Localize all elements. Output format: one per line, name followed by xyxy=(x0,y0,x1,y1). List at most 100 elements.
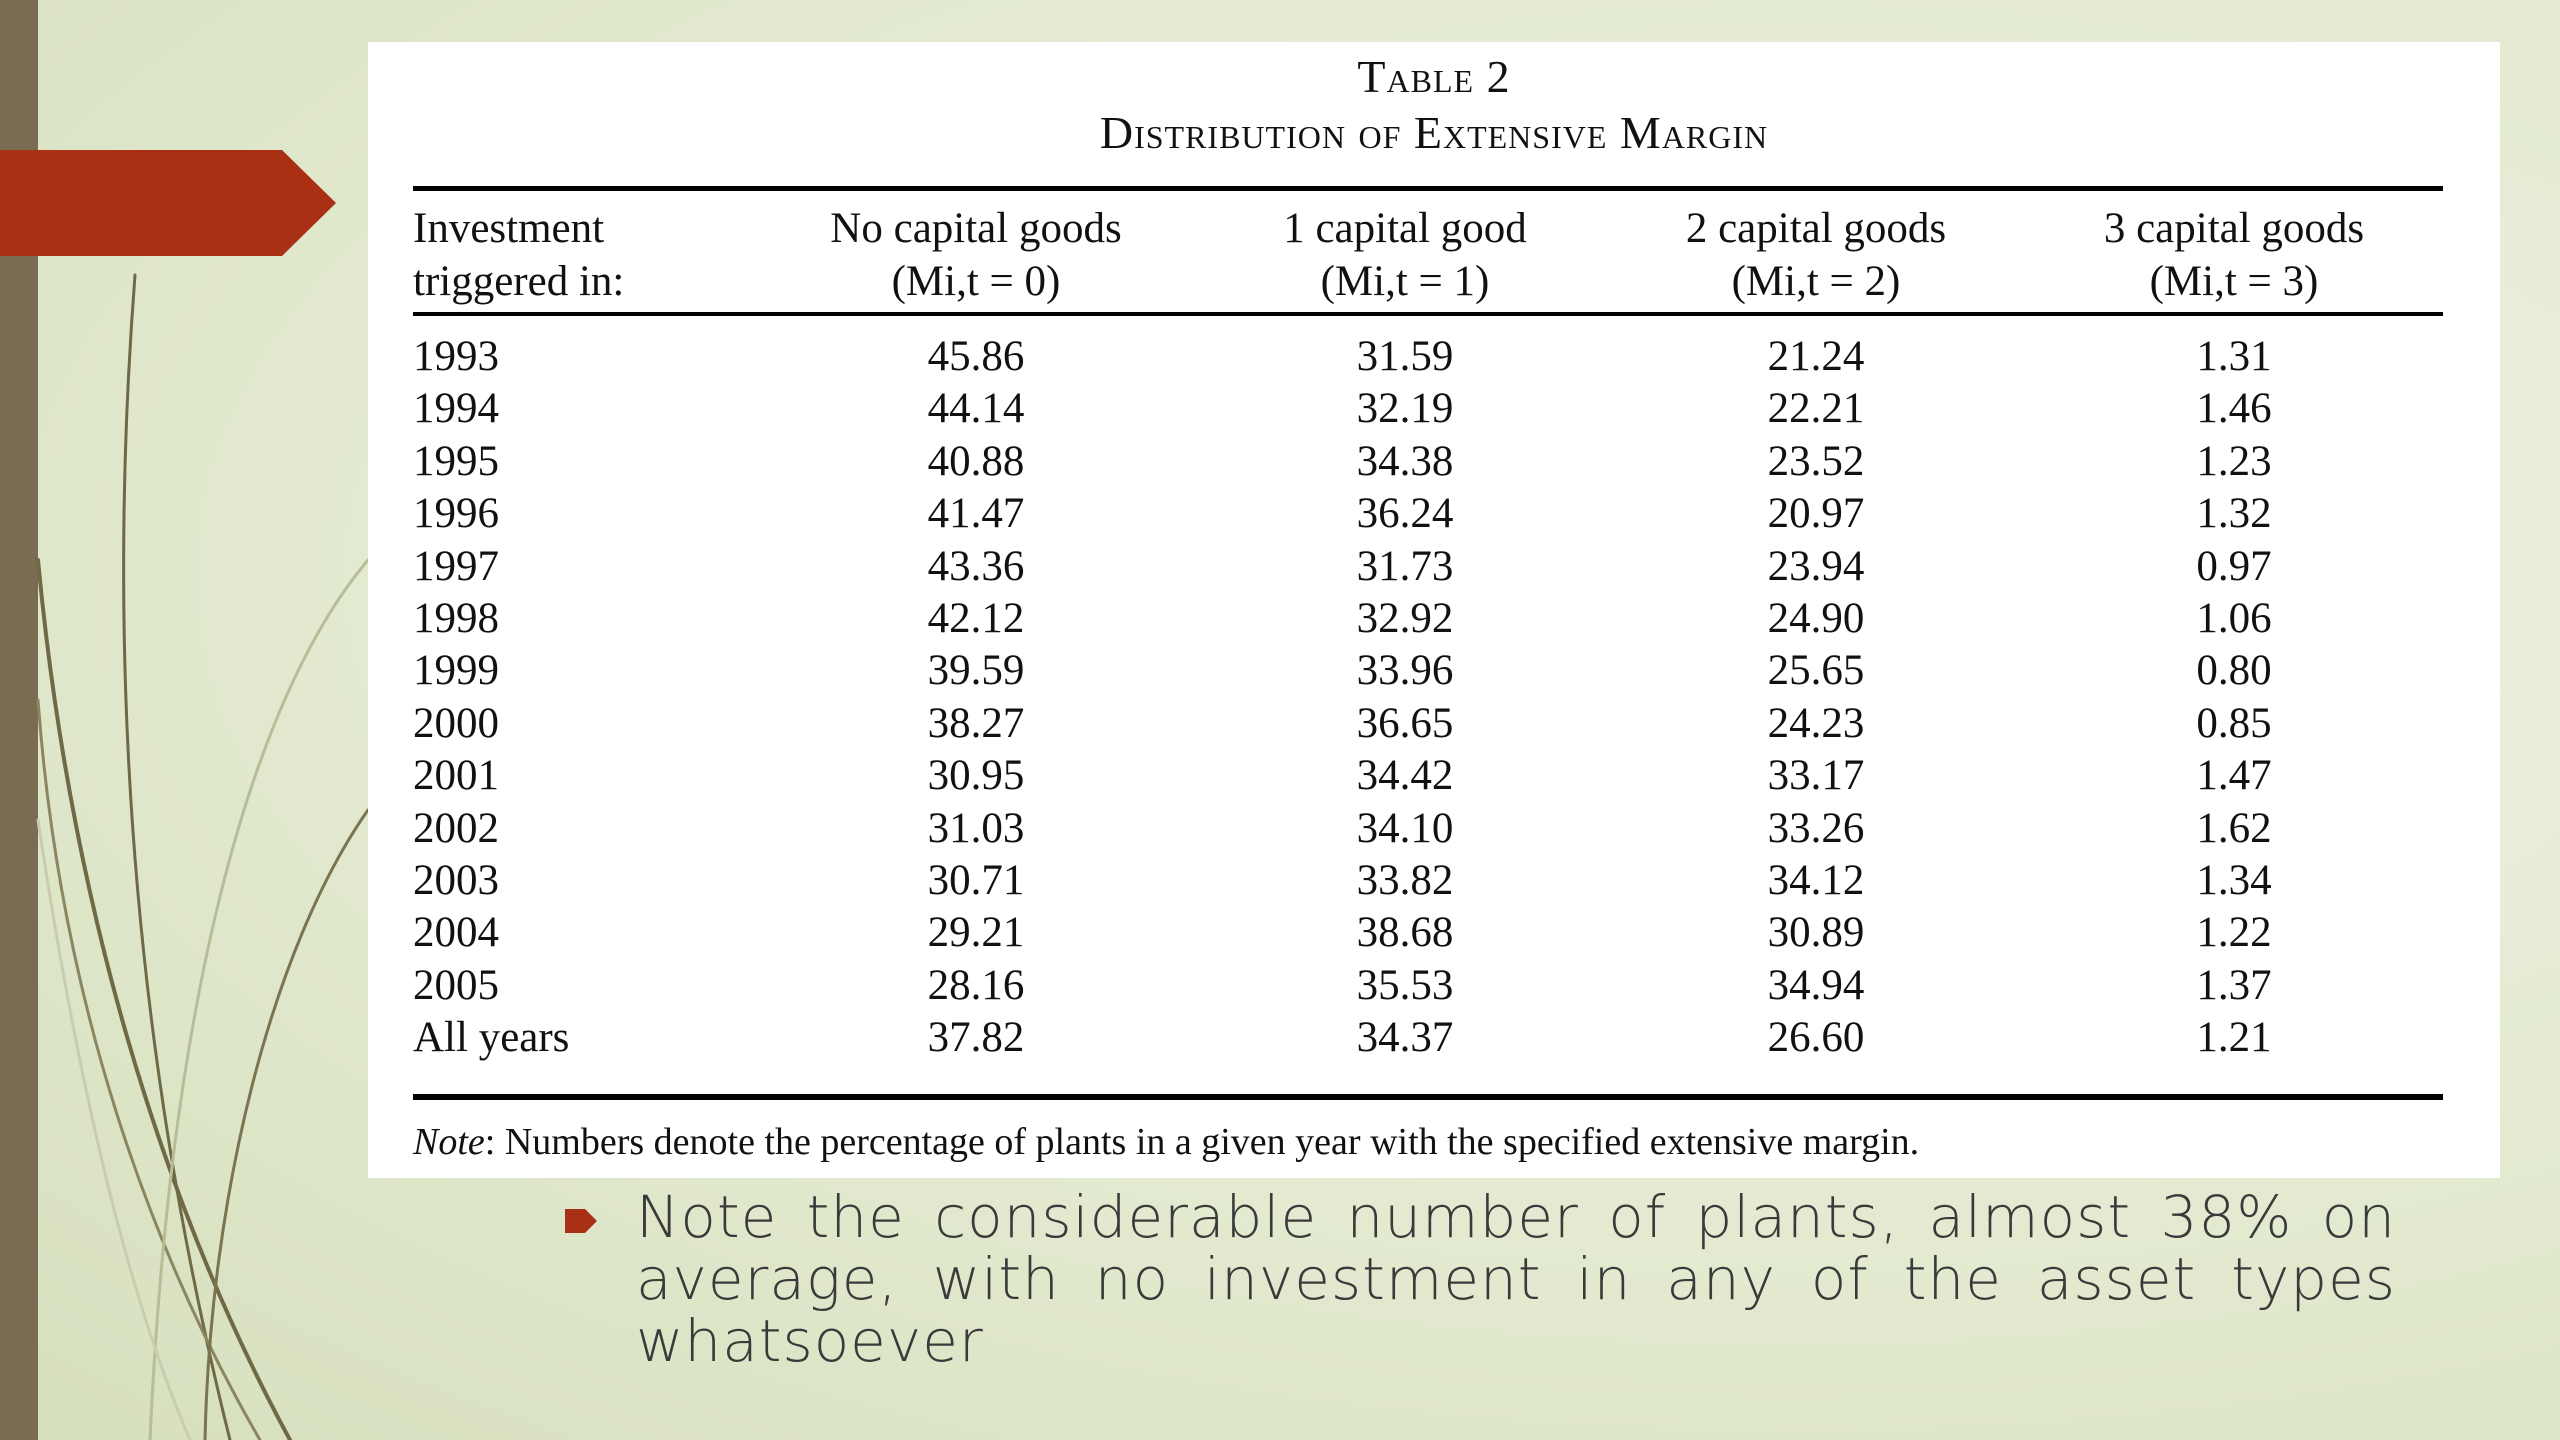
cell-value: 1.47 xyxy=(2196,752,2272,800)
cell-value: 45.86 xyxy=(927,333,1025,380)
table-row: 1994 44.14 32.19 22.21 1.46 xyxy=(413,384,2443,436)
cell-value: 30.71 xyxy=(927,857,1025,904)
row-year: 1994 xyxy=(413,385,499,433)
row-year: 2002 xyxy=(413,804,499,852)
row-year: 2004 xyxy=(413,909,499,957)
cell-value: 21.24 xyxy=(1767,333,1865,380)
cell-value: 1.32 xyxy=(2196,490,2272,538)
row-year: 2003 xyxy=(413,857,499,904)
cell-value: 23.52 xyxy=(1767,437,1865,485)
cell-value: 24.90 xyxy=(1767,595,1865,642)
cell-value: 31.03 xyxy=(927,804,1025,852)
cell-value: 33.96 xyxy=(1356,647,1454,695)
cell-value: 1.34 xyxy=(2196,857,2272,904)
table-row: 2004 29.21 38.68 30.89 1.22 xyxy=(413,908,2443,960)
cell-value: 24.23 xyxy=(1767,699,1865,747)
row-year: 1998 xyxy=(413,595,499,642)
cell-value: 42.12 xyxy=(927,595,1025,642)
table-row: 1997 43.36 31.73 23.94 0.97 xyxy=(413,542,2443,594)
cell-value: 0.97 xyxy=(2196,542,2272,590)
cell-value: 34.37 xyxy=(1356,1014,1454,1062)
bottom-rule xyxy=(413,1094,2443,1100)
cell-value: 33.26 xyxy=(1767,804,1865,852)
row-year: 2001 xyxy=(413,752,499,800)
cell-value: 33.17 xyxy=(1767,752,1865,800)
row-year: 2000 xyxy=(413,699,499,747)
cell-value: 34.10 xyxy=(1356,804,1454,852)
cell-value: 1.62 xyxy=(2196,804,2272,852)
cell-value: 40.88 xyxy=(927,437,1025,485)
table-row: 1993 45.86 31.59 21.24 1.31 xyxy=(413,332,2443,384)
row-year: 1997 xyxy=(413,542,499,590)
cell-value: 1.06 xyxy=(2196,595,2272,642)
cell-value: 1.37 xyxy=(2196,961,2272,1009)
cell-value: 43.36 xyxy=(927,542,1025,590)
cell-value: 29.21 xyxy=(927,909,1025,957)
table-row: 1999 39.59 33.96 25.65 0.80 xyxy=(413,646,2443,698)
cell-value: 34.12 xyxy=(1767,857,1865,904)
cell-value: 32.19 xyxy=(1356,385,1454,433)
cell-value: 34.94 xyxy=(1767,961,1865,1009)
cell-value: 34.42 xyxy=(1356,752,1454,800)
bullet-arrow-icon xyxy=(565,1209,597,1233)
cell-value: 30.95 xyxy=(927,752,1025,800)
table-row: 2001 30.95 34.42 33.17 1.47 xyxy=(413,751,2443,803)
table-image: Table 2 Distribution of Extensive Margin… xyxy=(368,42,2500,1178)
top-rule xyxy=(413,186,2443,191)
cell-value: 1.46 xyxy=(2196,385,2272,433)
cell-value: 38.68 xyxy=(1356,909,1454,957)
row-year: 1995 xyxy=(413,437,499,485)
table-row: 2002 31.03 34.10 33.26 1.62 xyxy=(413,804,2443,856)
header-m3: 3 capital goods (Mi,t = 3) xyxy=(2103,205,2365,305)
cell-value: 26.60 xyxy=(1767,1014,1865,1062)
table-row: 2003 30.71 33.82 34.12 1.34 xyxy=(413,856,2443,908)
cell-value: 23.94 xyxy=(1767,542,1865,590)
cell-value: 37.82 xyxy=(927,1014,1025,1062)
table-row: 1995 40.88 34.38 23.52 1.23 xyxy=(413,437,2443,489)
cell-value: 36.65 xyxy=(1356,699,1454,747)
cell-value: 1.31 xyxy=(2196,333,2272,380)
cell-value: 1.22 xyxy=(2196,909,2272,957)
decorative-curves xyxy=(36,273,370,1440)
table-row: 1996 41.47 36.24 20.97 1.32 xyxy=(413,489,2443,541)
cell-value: 35.53 xyxy=(1356,961,1454,1009)
cell-value: 31.73 xyxy=(1356,542,1454,590)
header-year: Investment triggered in: xyxy=(413,205,625,305)
header-m2: 2 capital goods (Mi,t = 2) xyxy=(1685,205,1947,305)
row-year: 1999 xyxy=(413,647,499,695)
row-year: 1993 xyxy=(413,333,499,380)
header-m1: 1 capital good (Mi,t = 1) xyxy=(1283,205,1527,305)
cell-value: 41.47 xyxy=(927,490,1025,538)
table-title: Distribution of Extensive Margin xyxy=(1099,107,1769,158)
cell-value: 28.16 xyxy=(927,961,1025,1009)
cell-value: 0.85 xyxy=(2196,699,2272,747)
cell-value: 32.92 xyxy=(1356,595,1454,642)
table-row: 2000 38.27 36.65 24.23 0.85 xyxy=(413,699,2443,751)
cell-value: 1.21 xyxy=(2196,1014,2272,1062)
table-row: All years 37.82 34.37 26.60 1.21 xyxy=(413,1013,2443,1065)
cell-value: 31.59 xyxy=(1356,333,1454,380)
bullet-text: Note the considerable number of plants, … xyxy=(636,1183,2396,1375)
row-year: 1996 xyxy=(413,490,499,538)
cell-value: 36.24 xyxy=(1356,490,1454,538)
row-year: 2005 xyxy=(413,961,499,1009)
table-row: 2005 28.16 35.53 34.94 1.37 xyxy=(413,961,2443,1013)
table-row: 1998 42.12 32.92 24.90 1.06 xyxy=(413,594,2443,646)
cell-value: 20.97 xyxy=(1767,490,1865,538)
cell-value: 34.38 xyxy=(1356,437,1454,485)
cell-value: 22.21 xyxy=(1767,385,1865,433)
row-year: All years xyxy=(413,1014,570,1062)
header-m0: No capital goods (Mi,t = 0) xyxy=(830,205,1122,305)
cell-value: 39.59 xyxy=(927,647,1025,695)
cell-value: 33.82 xyxy=(1356,857,1454,904)
cell-value: 44.14 xyxy=(927,385,1025,433)
title-arrow-marker xyxy=(0,150,336,256)
table-note: Note: Numbers denote the percentage of p… xyxy=(413,1121,1920,1163)
cell-value: 38.27 xyxy=(927,699,1025,747)
cell-value: 25.65 xyxy=(1767,647,1865,695)
table-label: Table 2 xyxy=(1357,51,1511,102)
cell-value: 30.89 xyxy=(1767,909,1865,957)
cell-value: 1.23 xyxy=(2196,437,2272,485)
cell-value: 0.80 xyxy=(2196,647,2272,695)
header-rule xyxy=(413,312,2443,316)
